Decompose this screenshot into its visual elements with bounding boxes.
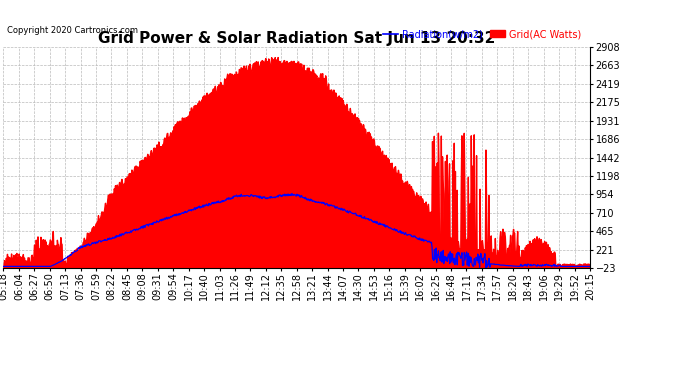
Title: Grid Power & Solar Radiation Sat Jun 13 20:32: Grid Power & Solar Radiation Sat Jun 13 … (98, 31, 495, 46)
Legend: Radiation(w/m2), Grid(AC Watts): Radiation(w/m2), Grid(AC Watts) (380, 25, 585, 43)
Text: Copyright 2020 Cartronics.com: Copyright 2020 Cartronics.com (7, 26, 138, 35)
